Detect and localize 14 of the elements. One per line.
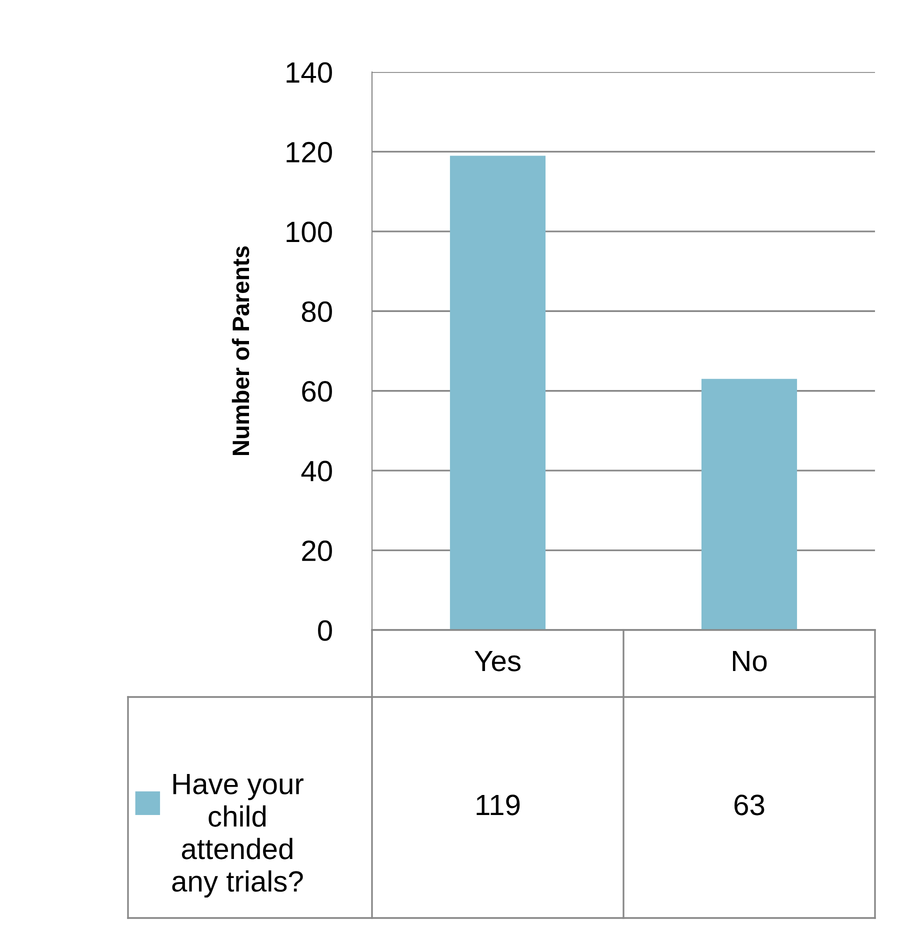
y-tick-label: 20: [302, 540, 332, 562]
y-tick-label: 80: [302, 301, 332, 322]
y-tick-label: 60: [302, 381, 332, 402]
x-tick-label: No: [733, 650, 767, 672]
y-tick-label: 120: [286, 142, 332, 163]
y-tick-label: 140: [286, 62, 332, 83]
y-axis-title: Number of Parents: [232, 246, 250, 456]
legend-label: Have your child attended any trials?: [172, 774, 304, 898]
y-tick-label: 0: [318, 620, 332, 641]
x-tick-label: Yes: [474, 650, 520, 672]
data-label: 63: [734, 794, 764, 816]
y-tick-label: 100: [286, 222, 332, 242]
data-label: 119: [476, 794, 520, 816]
y-tick-label: 40: [301, 460, 332, 482]
